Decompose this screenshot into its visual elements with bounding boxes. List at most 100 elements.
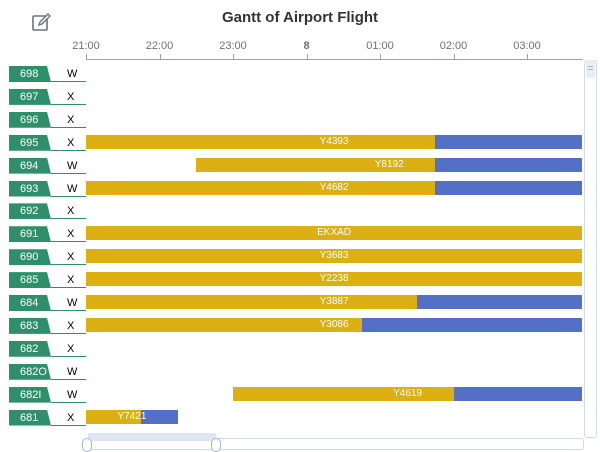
- axis-tick-mark: [233, 54, 234, 59]
- axis-tick-mark: [306, 54, 308, 59]
- flight-type-label: W: [67, 365, 78, 378]
- label-underline: [51, 264, 86, 266]
- flight-bar-label: Y3887: [319, 296, 349, 307]
- flight-bar-secondary[interactable]: [453, 386, 583, 401]
- flight-bar-label: Y3683: [319, 250, 349, 262]
- flight-type-label: X: [67, 205, 75, 218]
- flight-number-label: 691: [9, 226, 51, 243]
- label-underline: [51, 81, 86, 82]
- label-underline: [51, 378, 86, 380]
- gantt-row: 683 X Y3086: [0, 315, 600, 338]
- axis-tick-mark: [380, 54, 381, 59]
- flight-type-label: X: [67, 319, 75, 332]
- label-underline: [51, 103, 86, 105]
- flight-bar-label: Y4393: [319, 135, 349, 147]
- flight-bar-label: Y7421: [117, 410, 147, 422]
- flight-number-label: 681: [9, 409, 51, 426]
- flight-type-label: W: [67, 388, 78, 401]
- save-as-image-icon[interactable]: [30, 12, 52, 34]
- label-underline: [51, 332, 86, 334]
- scroll-grip-line: [588, 66, 593, 67]
- flight-bar-primary[interactable]: [86, 249, 583, 264]
- label-underline: [51, 401, 86, 403]
- flight-bar-label: EKXAD: [317, 227, 352, 239]
- flight-bar-secondary[interactable]: [141, 409, 178, 424]
- axis-tick-label: 23:00: [219, 40, 247, 52]
- flight-bar-primary[interactable]: [86, 409, 142, 424]
- gantt-row: 693 W Y4682: [0, 178, 600, 201]
- gantt-row: 682 X: [0, 338, 600, 361]
- flight-number-label: 684: [9, 295, 51, 311]
- flight-type-label: X: [67, 342, 75, 355]
- flight-number-label: 682: [9, 340, 51, 357]
- flight-number-label: 695: [9, 134, 51, 151]
- scroll-grip-line: [588, 69, 593, 70]
- gantt-row: 684 W Y3887: [0, 292, 600, 315]
- flight-number-label: 685: [9, 272, 51, 289]
- gantt-row: 691 X EKXAD: [0, 223, 600, 246]
- label-underline: [51, 218, 86, 220]
- label-underline: [51, 424, 86, 426]
- flight-type-label: X: [67, 228, 75, 241]
- flight-type-label: X: [67, 90, 75, 103]
- flight-bar-primary[interactable]: [86, 226, 583, 241]
- flight-bar-label: Y8192: [374, 158, 404, 170]
- flight-bar-primary[interactable]: [86, 295, 417, 309]
- flight-type-label: X: [67, 113, 75, 126]
- vertical-scrollbar[interactable]: [584, 60, 597, 438]
- flight-type-label: X: [67, 411, 75, 424]
- flight-number-label: 682I: [9, 386, 51, 403]
- flight-bar-primary[interactable]: [86, 317, 362, 332]
- flight-bar-label: Y3086: [319, 318, 349, 330]
- flight-bar-primary[interactable]: [86, 134, 436, 149]
- label-underline: [51, 149, 86, 151]
- flight-number-label: 692: [9, 203, 51, 220]
- label-underline: [51, 287, 86, 289]
- flight-type-label: W: [67, 159, 78, 172]
- flight-bar-secondary[interactable]: [435, 134, 583, 149]
- flight-bar-label: Y2238: [319, 273, 349, 285]
- flight-bar-primary[interactable]: [86, 272, 583, 287]
- gantt-row: 690 X Y3683: [0, 246, 600, 269]
- gantt-row: 685 X Y2238: [0, 269, 600, 292]
- axis-tick-mark: [453, 54, 455, 59]
- flight-number-label: 694: [9, 157, 51, 174]
- axis-tick-label: 02:00: [439, 40, 468, 52]
- flight-bar-secondary[interactable]: [435, 157, 583, 172]
- flight-bar-primary[interactable]: [86, 180, 436, 195]
- axis-line: [86, 59, 583, 60]
- flight-number-label: 690: [9, 249, 51, 266]
- flight-bar-primary[interactable]: [196, 157, 436, 172]
- gantt-row: 696 X: [0, 109, 600, 132]
- flight-type-label: W: [67, 297, 78, 309]
- flight-number-label: 696: [9, 111, 51, 128]
- gantt-row: 697 X: [0, 86, 600, 109]
- horizontal-scroll-window[interactable]: [88, 433, 216, 441]
- flight-type-label: X: [67, 251, 75, 264]
- axis-tick-label: 01:00: [366, 40, 394, 52]
- axis-tick-label: 03:00: [513, 40, 541, 52]
- flight-bar-secondary[interactable]: [435, 180, 583, 195]
- gantt-row: 682I W Y4619: [0, 384, 600, 407]
- label-underline: [51, 172, 86, 174]
- flight-bar-primary[interactable]: [233, 386, 454, 401]
- flight-bar-secondary[interactable]: [416, 295, 583, 309]
- label-underline: [51, 310, 86, 311]
- flight-type-label: X: [67, 274, 75, 287]
- gantt-row: 682O W: [0, 361, 600, 384]
- flight-number-label: 682O: [9, 363, 51, 380]
- flight-type-label: X: [67, 136, 75, 149]
- chart-title: Gantt of Airport Flight: [221, 9, 379, 26]
- axis-tick-label: 8: [303, 40, 310, 52]
- axis-tick-mark: [159, 54, 161, 59]
- gantt-row: 698 W: [0, 63, 600, 86]
- flight-number-label: 698: [9, 66, 51, 82]
- flight-bar-label: Y4619: [393, 387, 423, 399]
- flight-number-label: 693: [9, 180, 51, 197]
- flight-number-label: 697: [9, 88, 51, 105]
- flight-bar-secondary[interactable]: [361, 317, 583, 332]
- label-underline: [51, 355, 86, 357]
- gantt-row: 694 W Y8192: [0, 155, 600, 178]
- gantt-row: 681 X Y7421: [0, 407, 600, 430]
- axis-tick-label: 21:00: [72, 40, 100, 52]
